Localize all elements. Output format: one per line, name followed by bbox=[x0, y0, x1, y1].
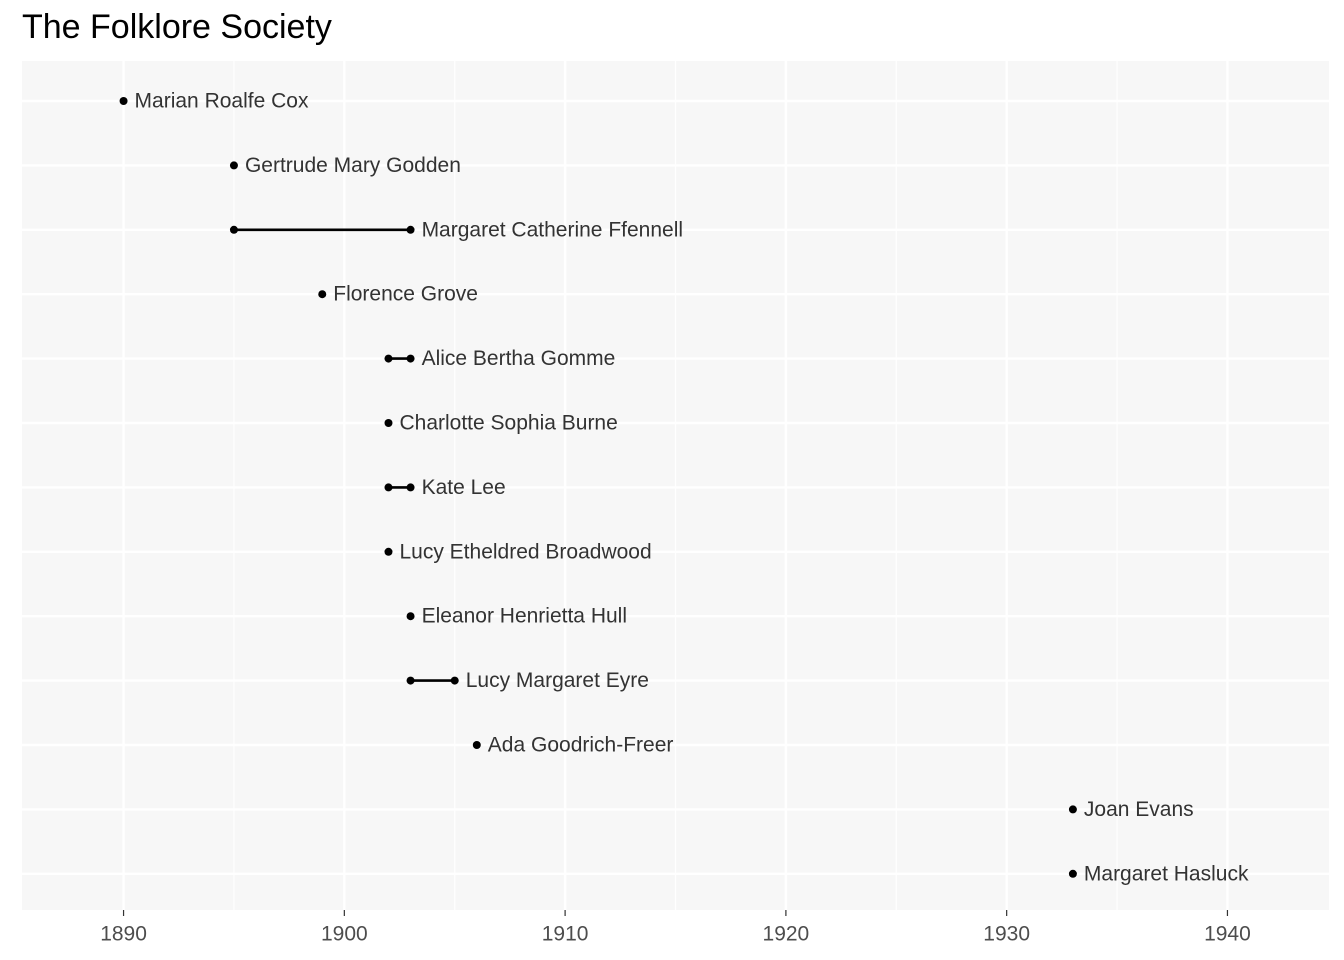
start-point bbox=[384, 354, 393, 363]
end-point bbox=[406, 483, 415, 492]
point-label: Lucy Etheldred Broadwood bbox=[399, 540, 651, 563]
end-point bbox=[119, 97, 128, 105]
timeline-row: Ada Goodrich-Freer bbox=[472, 734, 674, 757]
point-label: Margaret Catherine Ffennell bbox=[422, 218, 683, 241]
point-label: Marian Roalfe Cox bbox=[135, 90, 309, 113]
timeline-row: Florence Grove bbox=[318, 283, 478, 306]
start-point bbox=[406, 676, 415, 685]
timeline-row: Charlotte Sophia Burne bbox=[384, 412, 618, 435]
timeline-row: Margaret Hasluck bbox=[1068, 862, 1249, 885]
point-label: Gertrude Mary Godden bbox=[245, 154, 461, 177]
x-tick-label: 1900 bbox=[321, 923, 368, 946]
end-point bbox=[406, 612, 415, 621]
point-label: Lucy Margaret Eyre bbox=[466, 669, 649, 692]
point-label: Florence Grove bbox=[333, 283, 478, 306]
grid-lines bbox=[22, 61, 1329, 910]
point-label: Eleanor Henrietta Hull bbox=[422, 605, 627, 628]
end-point bbox=[1068, 805, 1077, 814]
end-point bbox=[472, 741, 481, 749]
x-axis: 1890 1900 1910 1920 1930 1940 bbox=[100, 910, 1251, 946]
timeline-row: Margaret Catherine Ffennell bbox=[229, 218, 683, 241]
point-label: Joan Evans bbox=[1084, 798, 1194, 821]
end-point bbox=[406, 354, 415, 363]
end-point bbox=[229, 161, 238, 170]
end-point bbox=[450, 676, 459, 685]
timeline-row: Lucy Etheldred Broadwood bbox=[384, 540, 652, 563]
timeline-row: Marian Roalfe Cox bbox=[119, 90, 309, 113]
timeline-row: Joan Evans bbox=[1068, 798, 1194, 821]
data-marks: Marian Roalfe Cox Gertrude Mary Godden Mar… bbox=[119, 90, 1249, 885]
end-point bbox=[318, 290, 327, 299]
point-label: Charlotte Sophia Burne bbox=[399, 412, 617, 435]
x-tick-label: 1910 bbox=[542, 923, 589, 946]
timeline-row: Gertrude Mary Godden bbox=[229, 154, 461, 177]
point-label: Ada Goodrich-Freer bbox=[488, 734, 674, 757]
x-tick-label: 1890 bbox=[100, 923, 147, 946]
timeline-row: Lucy Margaret Eyre bbox=[406, 669, 649, 692]
x-tick-label: 1920 bbox=[763, 923, 810, 946]
point-label: Kate Lee bbox=[422, 476, 506, 499]
end-point bbox=[1068, 869, 1077, 878]
timeline-row: Eleanor Henrietta Hull bbox=[406, 605, 627, 628]
point-label: Margaret Hasluck bbox=[1084, 862, 1249, 885]
x-tick-label: 1940 bbox=[1204, 923, 1251, 946]
start-point bbox=[384, 483, 393, 492]
point-label: Alice Bertha Gomme bbox=[422, 347, 616, 370]
start-point bbox=[229, 225, 238, 234]
timeline-row: Kate Lee bbox=[384, 476, 506, 499]
x-tick-label: 1930 bbox=[983, 923, 1030, 946]
timeline-row: Alice Bertha Gomme bbox=[384, 347, 615, 370]
end-point bbox=[384, 547, 393, 556]
chart-title: The Folklore Society bbox=[22, 8, 332, 46]
end-point bbox=[384, 419, 393, 427]
end-point bbox=[406, 225, 415, 234]
